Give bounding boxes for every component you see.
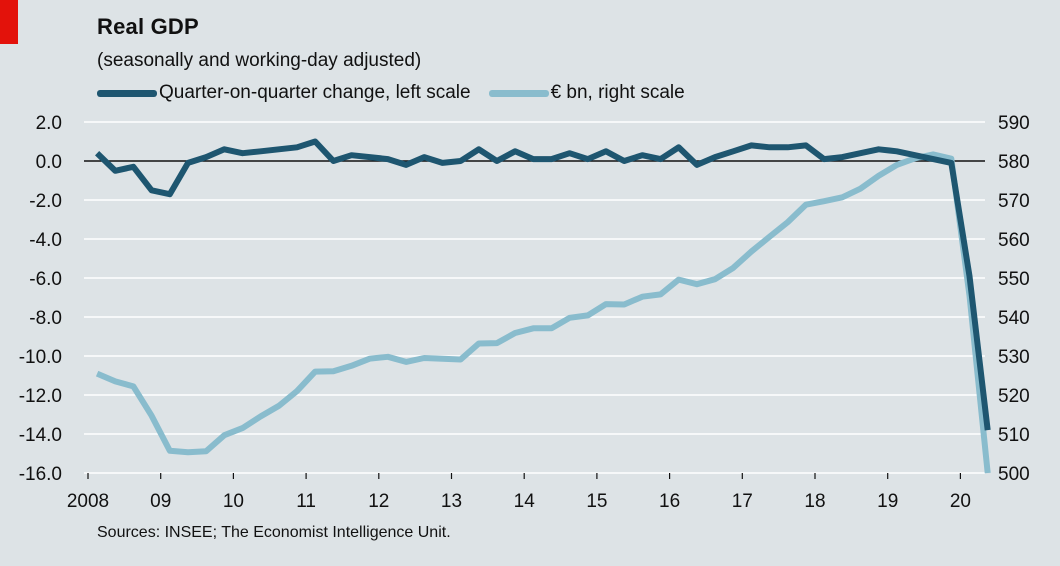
chart-subtitle: (seasonally and working-day adjusted) xyxy=(97,50,422,71)
x-tick-label: 17 xyxy=(732,491,753,512)
x-tick-label: 12 xyxy=(368,491,389,512)
x-tick-label: 20 xyxy=(950,491,971,512)
series-line-level xyxy=(95,151,991,474)
y-right-tick-label: 500 xyxy=(998,464,1030,485)
legend-label-level: € bn, right scale xyxy=(550,82,685,103)
x-tick-label: 18 xyxy=(804,491,825,512)
y-left-tick-label: -16.0 xyxy=(19,464,62,485)
y-left-tick-label: -14.0 xyxy=(19,425,62,446)
x-tick-label: 19 xyxy=(877,491,898,512)
y-right-tick-label: 530 xyxy=(998,347,1030,368)
y-left-tick-label: -2.0 xyxy=(29,191,62,212)
x-tick-label: 11 xyxy=(296,491,316,512)
y-left-tick-label: -6.0 xyxy=(29,269,62,290)
y-right-tick-label: 580 xyxy=(998,152,1030,173)
y-left-tick-label: -10.0 xyxy=(19,347,62,368)
y-left-tick-label: -4.0 xyxy=(29,230,62,251)
source-note: Sources: INSEE; The Economist Intelligen… xyxy=(97,524,451,541)
y-right-tick-label: 520 xyxy=(998,386,1030,407)
legend-item-qoq: Quarter-on-quarter change, left scale xyxy=(97,82,471,104)
x-tick-label: 15 xyxy=(586,491,607,512)
legend-swatch-level xyxy=(488,89,549,97)
x-tick-label: 09 xyxy=(150,491,171,512)
y-right-tick-label: 560 xyxy=(998,230,1030,251)
x-tick-label: 14 xyxy=(514,491,536,512)
x-tick-label: 16 xyxy=(659,491,680,512)
x-tick-label: 2008 xyxy=(67,491,109,512)
y-left-tick-label: -8.0 xyxy=(29,308,62,329)
brand-accent-tab xyxy=(0,0,18,44)
legend-item-level: € bn, right scale xyxy=(488,82,685,104)
y-left-tick-label: 2.0 xyxy=(36,113,62,134)
y-right-tick-label: 590 xyxy=(998,113,1030,134)
y-right-tick-label: 570 xyxy=(998,191,1030,212)
y-right-tick-label: 550 xyxy=(998,269,1030,290)
y-left-tick-label: -12.0 xyxy=(19,386,62,407)
x-tick-label: 10 xyxy=(223,491,244,512)
y-right-tick-label: 540 xyxy=(998,308,1030,329)
legend-label-qoq: Quarter-on-quarter change, left scale xyxy=(159,82,471,103)
legend: Quarter-on-quarter change, left scale € … xyxy=(97,82,703,104)
y-right-tick-label: 510 xyxy=(998,425,1030,446)
y-left-tick-label: 0.0 xyxy=(36,152,62,173)
legend-swatch-qoq xyxy=(97,89,157,97)
chart-title: Real GDP xyxy=(97,14,199,39)
series-line-qoq xyxy=(95,138,991,431)
x-tick-label: 13 xyxy=(441,491,462,512)
